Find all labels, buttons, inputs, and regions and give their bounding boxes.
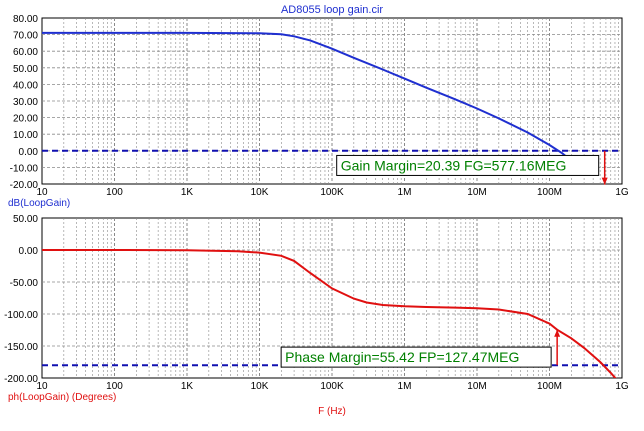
x-tick-label: 100M	[537, 381, 562, 392]
y-tick-label: 20.00	[13, 114, 38, 125]
y-tick-label: 0.00	[19, 246, 39, 257]
y-tick-label: 50.00	[13, 64, 38, 75]
y-tick-label: 60.00	[13, 47, 38, 58]
x-tick-label: 100K	[320, 381, 344, 392]
annotation-text: Gain Margin=20.39 FG=577.16MEG	[341, 157, 567, 173]
series-line	[42, 31, 572, 162]
x-tick-label: 10	[36, 187, 48, 198]
x-tick-label: 1M	[398, 187, 412, 198]
y-tick-label: 40.00	[13, 80, 38, 91]
x-tick-label: 1G	[615, 187, 629, 198]
x-tick-label: 100	[106, 187, 123, 198]
y-tick-label: 30.00	[13, 97, 38, 108]
y-tick-label: -20.00	[10, 180, 39, 191]
annotation-box	[280, 346, 552, 368]
x-tick-label: 10M	[467, 381, 486, 392]
y-tick-label: -10.00	[10, 163, 39, 174]
y-tick-label: -50.00	[10, 278, 39, 289]
y-tick-label: 0.00	[19, 147, 39, 158]
y-tick-label: 70.00	[13, 31, 38, 42]
x-tick-label: 10M	[467, 187, 486, 198]
x-tick-label: 100K	[320, 187, 344, 198]
y-tick-label: 50.00	[13, 214, 38, 225]
x-tick-label: 10	[36, 381, 48, 392]
x-tick-label: 1G	[615, 381, 629, 392]
x-tick-label: 100	[106, 381, 123, 392]
x-tick-label: 100M	[537, 187, 562, 198]
y-axis-label: ph(LoopGain) (Degrees)	[8, 392, 116, 403]
y-tick-label: 80.00	[13, 14, 38, 25]
x-tick-label: 1K	[181, 187, 194, 198]
x-tick-label: 10K	[251, 381, 269, 392]
phase-panel: 10 100 1K 10K 100K 1M 10M 100M 1G 50.00 0.00 -50.00…	[4, 214, 629, 403]
y-tick-label: -150.00	[4, 342, 38, 353]
gain-panel: 10 100 1K 10K 100K 1M 10M 100M 1G 80.00 70.00 60.00…	[8, 14, 629, 209]
margin-arrowhead	[601, 177, 608, 185]
x-axis-label: F (Hz)	[318, 406, 346, 417]
chart-title: AD8055 loop gain.cir	[281, 4, 383, 16]
y-tick-label: -200.00	[4, 374, 38, 385]
x-tick-label: 1K	[181, 381, 194, 392]
y-tick-label: 10.00	[13, 130, 38, 141]
x-tick-label: 1M	[398, 381, 412, 392]
margin-arrowhead	[554, 329, 561, 337]
annotation-box	[336, 154, 600, 176]
x-tick-label: 10K	[251, 187, 269, 198]
y-axis-label: dB(LoopGain)	[8, 198, 70, 209]
annotation-text: Phase Margin=55.42 FP=127.47MEG	[285, 349, 519, 365]
series-line	[42, 249, 617, 378]
y-tick-label: -100.00	[4, 310, 38, 321]
